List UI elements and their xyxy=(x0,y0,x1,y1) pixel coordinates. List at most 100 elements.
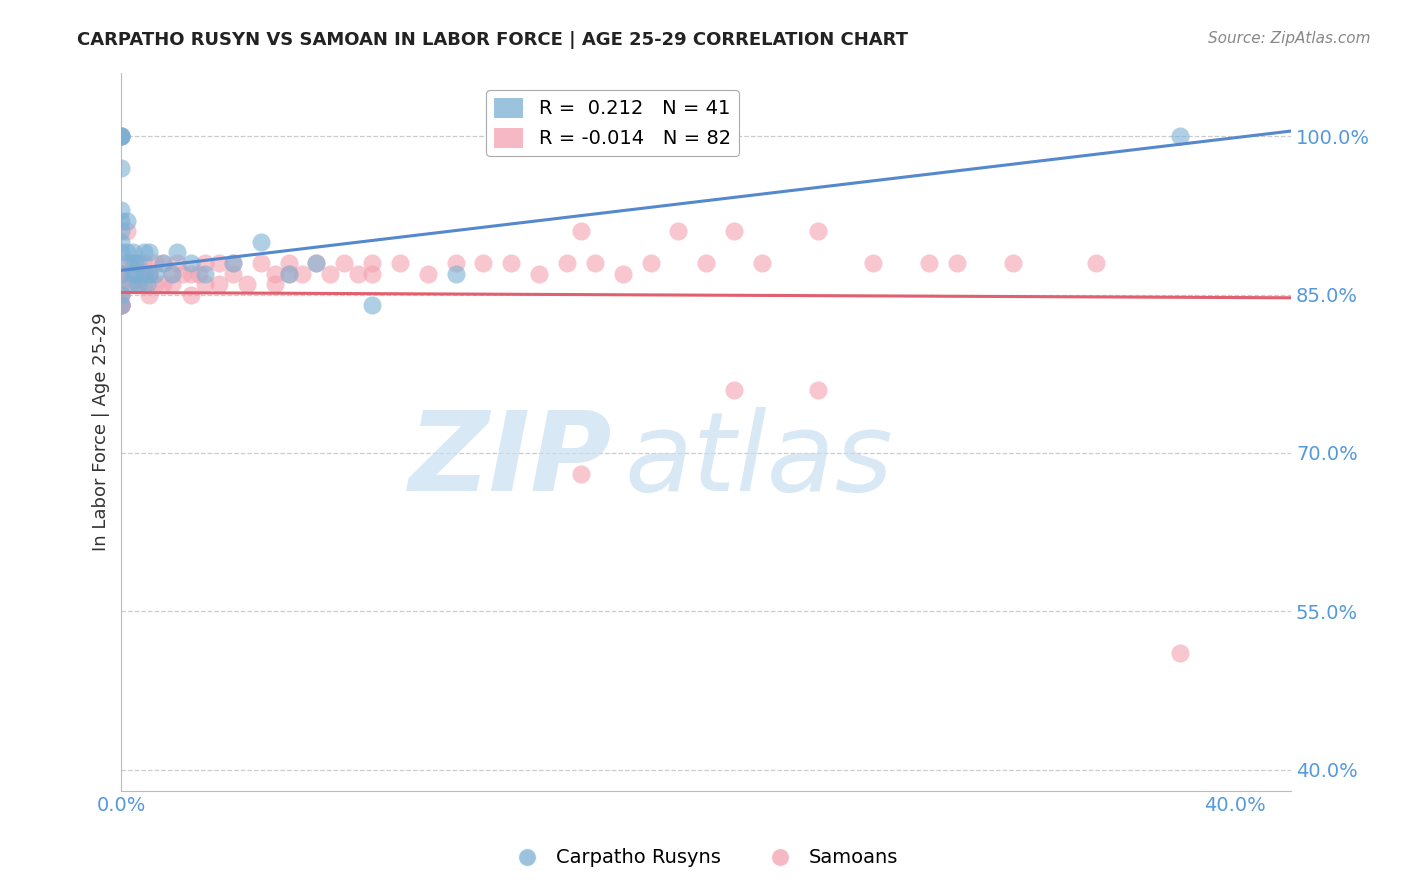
Point xyxy=(110,298,132,312)
Point xyxy=(121,256,143,270)
Point xyxy=(555,256,578,270)
Point xyxy=(222,267,245,281)
Point xyxy=(110,161,132,175)
Point xyxy=(143,256,166,270)
Point xyxy=(152,277,174,291)
Point xyxy=(110,287,132,301)
Point xyxy=(110,267,132,281)
Point xyxy=(361,256,384,270)
Point xyxy=(640,256,662,270)
Point xyxy=(388,256,411,270)
Point xyxy=(194,267,217,281)
Point xyxy=(110,298,132,312)
Point xyxy=(110,298,132,312)
Point xyxy=(132,256,155,270)
Point xyxy=(110,129,132,144)
Point xyxy=(138,245,160,260)
Point xyxy=(277,256,299,270)
Point xyxy=(236,277,259,291)
Point xyxy=(110,267,132,281)
Point xyxy=(527,267,550,281)
Point xyxy=(807,383,830,397)
Point xyxy=(110,298,132,312)
Point xyxy=(1001,256,1024,270)
Point xyxy=(127,256,149,270)
Point xyxy=(110,267,132,281)
Point xyxy=(166,245,188,260)
Point xyxy=(612,267,634,281)
Point xyxy=(751,256,773,270)
Point xyxy=(118,277,141,291)
Point xyxy=(110,213,132,227)
Point xyxy=(723,224,745,238)
Point xyxy=(1085,256,1108,270)
Point xyxy=(723,383,745,397)
Point xyxy=(444,267,467,281)
Point xyxy=(152,256,174,270)
Point xyxy=(110,245,132,260)
Point xyxy=(1168,129,1191,144)
Point xyxy=(121,245,143,260)
Point xyxy=(180,267,202,281)
Point xyxy=(110,129,132,144)
Point xyxy=(319,267,342,281)
Point xyxy=(249,256,271,270)
Text: Source: ZipAtlas.com: Source: ZipAtlas.com xyxy=(1208,31,1371,46)
Point xyxy=(277,267,299,281)
Point xyxy=(569,224,592,238)
Point xyxy=(416,267,439,281)
Point xyxy=(124,256,146,270)
Text: ZIP: ZIP xyxy=(409,407,613,514)
Point xyxy=(143,277,166,291)
Point xyxy=(118,256,141,270)
Point xyxy=(166,256,188,270)
Point xyxy=(180,256,202,270)
Point xyxy=(132,245,155,260)
Point xyxy=(115,213,138,227)
Text: atlas: atlas xyxy=(624,407,893,514)
Point xyxy=(127,277,149,291)
Point xyxy=(263,277,285,291)
Point xyxy=(695,256,717,270)
Point xyxy=(263,267,285,281)
Point xyxy=(110,267,132,281)
Point xyxy=(305,256,328,270)
Point xyxy=(444,256,467,270)
Point xyxy=(127,267,149,281)
Point xyxy=(361,267,384,281)
Point xyxy=(110,235,132,249)
Point xyxy=(138,287,160,301)
Text: CARPATHO RUSYN VS SAMOAN IN LABOR FORCE | AGE 25-29 CORRELATION CHART: CARPATHO RUSYN VS SAMOAN IN LABOR FORCE … xyxy=(77,31,908,49)
Point xyxy=(222,256,245,270)
Point xyxy=(124,267,146,281)
Point xyxy=(110,129,132,144)
Point xyxy=(110,224,132,238)
Point xyxy=(501,256,523,270)
Point xyxy=(208,256,231,270)
Point xyxy=(121,277,143,291)
Point xyxy=(172,267,194,281)
Point xyxy=(188,267,211,281)
Point xyxy=(138,267,160,281)
Point xyxy=(110,277,132,291)
Point xyxy=(132,277,155,291)
Point xyxy=(160,277,183,291)
Point xyxy=(918,256,941,270)
Point xyxy=(110,203,132,218)
Point xyxy=(472,256,495,270)
Point xyxy=(138,267,160,281)
Point xyxy=(129,267,152,281)
Point xyxy=(115,256,138,270)
Point xyxy=(807,224,830,238)
Point xyxy=(160,267,183,281)
Point xyxy=(862,256,884,270)
Point xyxy=(115,245,138,260)
Point xyxy=(583,256,606,270)
Point xyxy=(668,224,690,238)
Point xyxy=(194,277,217,291)
Point xyxy=(194,256,217,270)
Point xyxy=(135,277,157,291)
Point xyxy=(249,235,271,249)
Legend: Carpatho Rusyns, Samoans: Carpatho Rusyns, Samoans xyxy=(501,840,905,875)
Point xyxy=(291,267,314,281)
